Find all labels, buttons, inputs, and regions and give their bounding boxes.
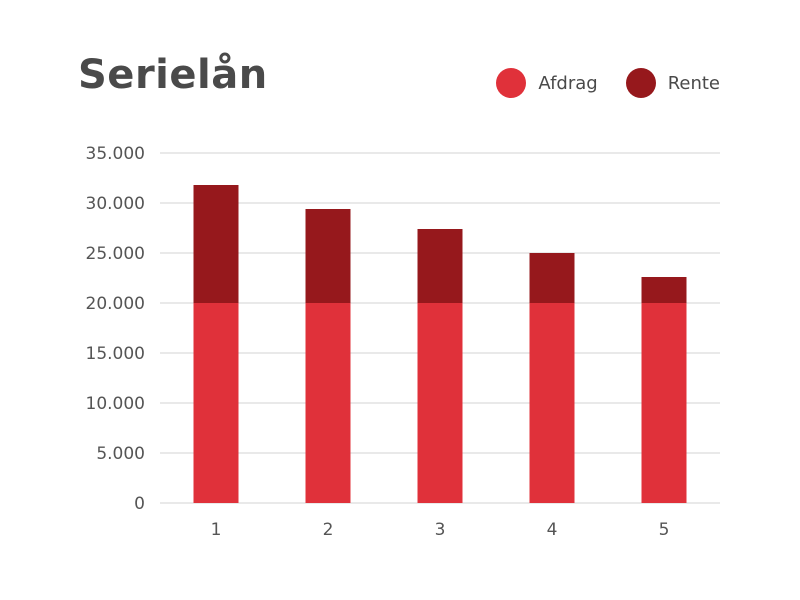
- y-tick-label-1: 5.000: [96, 444, 145, 464]
- bar-afdrag-5: [641, 303, 687, 503]
- legend-swatch-afdrag: [496, 68, 527, 98]
- chart-title: Serielån: [78, 52, 268, 98]
- legend-item-rente: Rente: [625, 68, 720, 98]
- bar-afdrag-1: [193, 303, 239, 503]
- bar-rente-3: [417, 229, 463, 303]
- bar-afdrag-4: [529, 303, 575, 503]
- bar-rente-1: [193, 185, 239, 303]
- x-tick-label-0: 1: [211, 520, 222, 540]
- bar-rente-4: [529, 253, 575, 303]
- y-tick-label-2: 10.000: [86, 394, 145, 414]
- y-tick-label-7: 35.000: [86, 144, 145, 164]
- y-tick-label-0: 0: [134, 494, 145, 514]
- legend-label-rente: Rente: [667, 72, 720, 94]
- y-tick-label-5: 25.000: [86, 244, 145, 264]
- x-tick-label-2: 3: [435, 520, 446, 540]
- x-tick-label-3: 4: [547, 520, 558, 540]
- legend: Afdrag Rente: [496, 68, 720, 98]
- y-tick-label-4: 20.000: [86, 294, 145, 314]
- bar-rente-2: [305, 209, 351, 303]
- legend-label-afdrag: Afdrag: [538, 72, 598, 94]
- y-tick-label-3: 15.000: [86, 344, 145, 364]
- legend-swatch-rente: [625, 68, 656, 98]
- x-tick-label-4: 5: [659, 520, 670, 540]
- legend-item-afdrag: Afdrag: [496, 68, 598, 98]
- x-tick-label-1: 2: [323, 520, 334, 540]
- bar-afdrag-2: [305, 303, 351, 503]
- bar-afdrag-3: [417, 303, 463, 503]
- y-tick-label-6: 30.000: [86, 194, 145, 214]
- bar-rente-5: [641, 277, 687, 303]
